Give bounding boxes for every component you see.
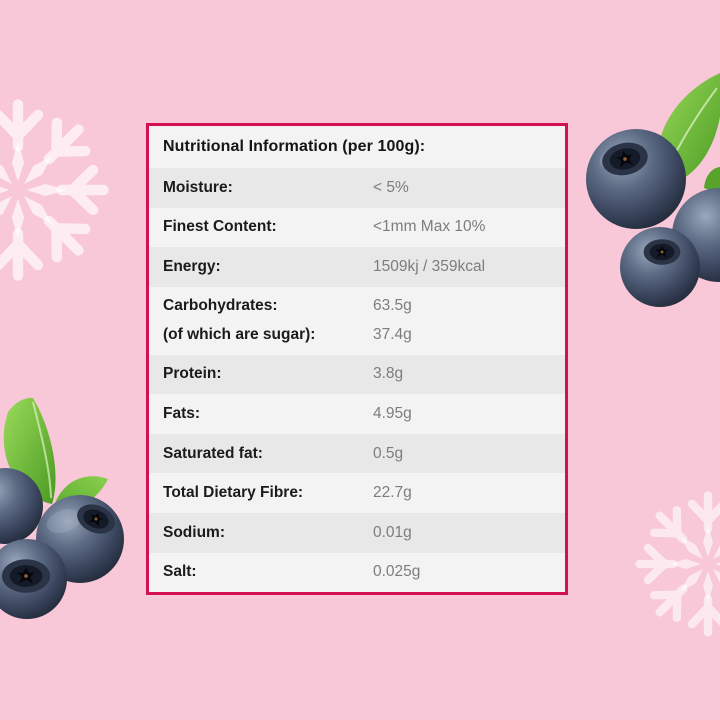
row-value: 4.95g (373, 405, 412, 423)
row-label: Saturated fat: (163, 444, 263, 462)
table-header-row: Nutritional Information (per 100g): (149, 126, 565, 168)
blueberry (0, 468, 124, 619)
leaf-icon (3, 397, 108, 511)
table-row-fibre: Total Dietary Fibre: 22.7g (149, 473, 565, 513)
row-value: <1mm Max 10% (373, 218, 486, 236)
row-value: 0.025g (373, 563, 421, 581)
row-value: 3.8g (373, 365, 404, 383)
row-label: Moisture: (163, 178, 233, 196)
table-row-salt: Salt: 0.025g (149, 552, 565, 593)
table-title: Nutritional Information (per 100g): (163, 138, 426, 155)
leaf-icon (655, 73, 720, 194)
carbohydrates-line: Carbohydrates: 63.5g (163, 292, 551, 321)
nutrition-table: Nutritional Information (per 100g): Mois… (146, 123, 568, 595)
table-row-finest-content: Finest Content: <1mm Max 10% (149, 207, 565, 248)
sugars-line: (of which are sugar): 37.4g (163, 321, 551, 350)
snowflake-icon (632, 488, 720, 640)
blueberry (586, 129, 720, 307)
row-label: Salt: (163, 563, 197, 581)
table-row-saturated-fat: Saturated fat: 0.5g (149, 433, 565, 474)
table-row-moisture: Moisture: < 5% (149, 168, 565, 208)
row-value: 22.7g (373, 484, 412, 502)
row-value: 63.5g (373, 297, 412, 315)
blueberry-cluster (586, 73, 720, 307)
row-label: Finest Content: (163, 218, 277, 236)
blueberry-cluster (0, 397, 124, 619)
row-label: Total Dietary Fibre: (163, 484, 304, 502)
row-label: Fats: (163, 405, 201, 423)
table-row-sodium: Sodium: 0.01g (149, 512, 565, 553)
row-value: 0.01g (373, 523, 412, 541)
row-label: (of which are sugar): (163, 326, 316, 344)
row-label: Sodium: (163, 523, 225, 541)
row-value: 1509kj / 359kcal (373, 257, 486, 275)
row-label: Carbohydrates: (163, 297, 278, 315)
row-value: 0.5g (373, 444, 404, 462)
table-row-carbohydrates: Carbohydrates: 63.5g (of which are sugar… (149, 286, 565, 355)
row-value: 37.4g (373, 326, 412, 344)
table-row-protein: Protein: 3.8g (149, 354, 565, 395)
table-row-energy: Energy: 1509kj / 359kcal (149, 247, 565, 287)
row-value: < 5% (373, 178, 409, 196)
table-row-fats: Fats: 4.95g (149, 394, 565, 434)
row-label: Protein: (163, 365, 222, 383)
snowflake-icon (0, 95, 113, 285)
row-label: Energy: (163, 257, 221, 275)
